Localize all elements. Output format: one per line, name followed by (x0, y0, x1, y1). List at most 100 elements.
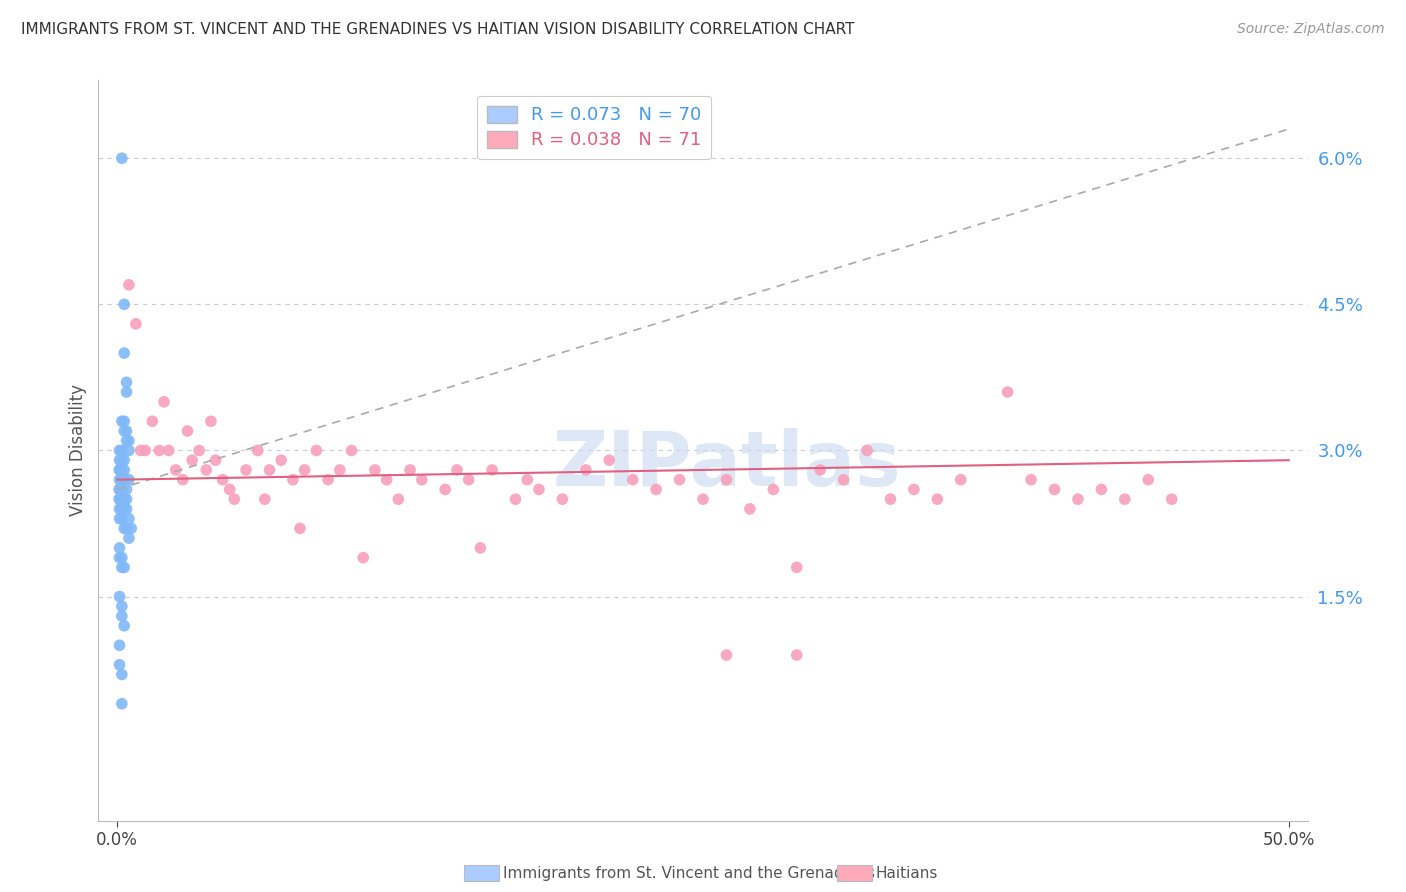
Point (387, 492, 409, 507)
Point (598, 453, 620, 467)
Point (253, 492, 276, 507)
Text: ZIPatlas: ZIPatlas (553, 428, 901, 502)
Point (270, 453, 292, 467)
Text: IMMIGRANTS FROM ST. VINCENT AND THE GRENADINES VS HAITIAN VISION DISABILITY CORR: IMMIGRANTS FROM ST. VINCENT AND THE GREN… (21, 22, 855, 37)
Point (115, 424, 138, 438)
Point (108, 483, 131, 497)
Point (115, 434, 138, 448)
Point (716, 648, 738, 662)
Point (446, 463, 468, 477)
Point (551, 492, 574, 507)
Point (112, 492, 135, 507)
Point (195, 463, 218, 477)
Point (786, 648, 808, 662)
Point (1160, 492, 1182, 507)
Point (112, 560, 135, 574)
Point (364, 463, 387, 477)
Point (505, 492, 527, 507)
Point (949, 473, 972, 487)
Point (172, 473, 194, 487)
Point (111, 414, 134, 428)
Point (181, 453, 204, 467)
Point (111, 492, 134, 507)
Point (115, 492, 138, 507)
Point (112, 414, 135, 428)
Point (281, 473, 304, 487)
Point (112, 346, 135, 360)
Point (1137, 473, 1160, 487)
Point (111, 511, 134, 525)
Point (246, 443, 269, 458)
Point (115, 376, 138, 390)
Point (108, 541, 131, 555)
Point (832, 473, 855, 487)
Point (1114, 492, 1136, 507)
Point (108, 638, 131, 652)
Point (111, 463, 134, 477)
Point (111, 473, 134, 487)
Point (118, 531, 141, 545)
Point (575, 463, 598, 477)
Point (153, 394, 176, 409)
Point (108, 492, 131, 507)
Point (108, 511, 131, 525)
Point (115, 502, 138, 516)
Point (118, 443, 141, 458)
Point (204, 453, 226, 467)
Point (738, 502, 761, 516)
Point (111, 550, 134, 565)
Point (434, 483, 457, 497)
Point (108, 550, 131, 565)
Point (118, 434, 141, 448)
Point (118, 473, 141, 487)
Point (527, 483, 550, 497)
Point (329, 463, 352, 477)
Point (516, 473, 538, 487)
Point (111, 151, 134, 165)
Point (1067, 492, 1090, 507)
Point (157, 443, 180, 458)
Point (111, 502, 134, 516)
Point (112, 502, 135, 516)
Point (457, 473, 479, 487)
Point (118, 511, 141, 525)
Point (111, 667, 134, 681)
Point (645, 483, 668, 497)
Point (108, 443, 131, 458)
Point (115, 384, 138, 399)
Point (108, 463, 131, 477)
Point (111, 483, 134, 497)
Point (118, 277, 141, 292)
Point (288, 521, 311, 535)
Point (111, 502, 134, 516)
Point (111, 492, 134, 507)
Point (1090, 483, 1112, 497)
Point (111, 599, 134, 614)
Point (176, 424, 198, 438)
Point (129, 443, 152, 458)
Point (112, 463, 135, 477)
Point (111, 697, 134, 711)
Point (108, 483, 131, 497)
Point (165, 463, 187, 477)
Point (903, 483, 925, 497)
Point (111, 453, 134, 467)
Point (259, 463, 281, 477)
Point (134, 443, 156, 458)
Point (224, 492, 246, 507)
Point (108, 473, 131, 487)
Point (716, 473, 738, 487)
Point (111, 483, 134, 497)
Point (111, 609, 134, 624)
Point (340, 443, 363, 458)
Point (112, 453, 135, 467)
Point (115, 483, 138, 497)
Point (1019, 473, 1042, 487)
Point (108, 590, 131, 604)
Point (115, 521, 138, 535)
Point (481, 463, 503, 477)
Point (997, 384, 1019, 399)
Point (108, 463, 131, 477)
Point (111, 473, 134, 487)
Point (808, 463, 831, 477)
